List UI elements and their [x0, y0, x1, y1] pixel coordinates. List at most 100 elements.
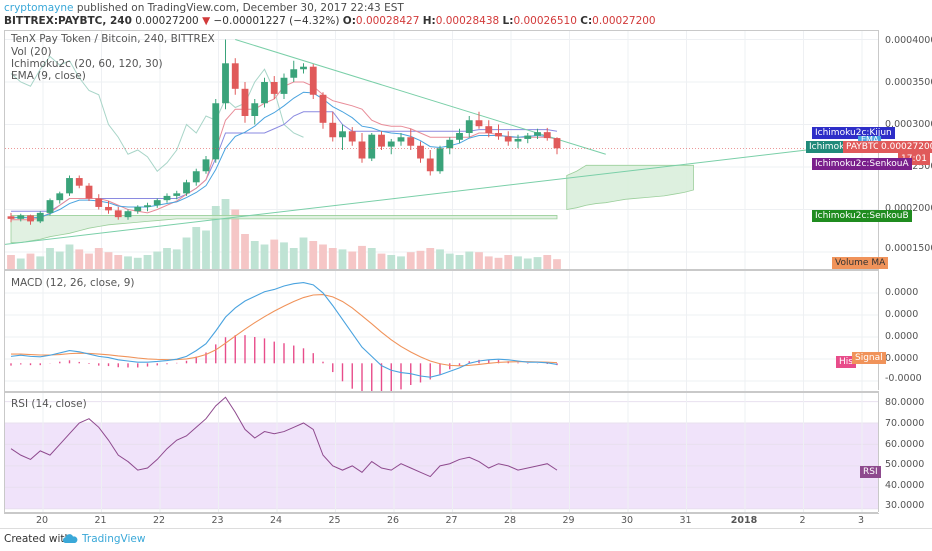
time-axis-tick: 31 — [679, 515, 692, 526]
candle-body — [183, 182, 190, 194]
volume-bar — [553, 259, 561, 269]
time-axis-tick: 3 — [857, 515, 865, 526]
macd-chart-svg[interactable] — [5, 271, 879, 391]
price-y-tick: 0.00015000 — [885, 243, 932, 254]
ichimoku-cloud — [10, 215, 558, 244]
volume-bar — [16, 258, 25, 269]
candle-body — [495, 133, 502, 137]
candle-body — [329, 122, 337, 138]
price-chart-svg[interactable] — [5, 31, 879, 269]
candle-body — [368, 134, 376, 159]
volume-bar — [397, 256, 405, 269]
volume-bar — [133, 257, 142, 269]
candle-body — [534, 132, 541, 136]
ema-tag: EMA — [858, 136, 882, 144]
volume-bar — [328, 248, 337, 269]
volume-bar — [182, 237, 191, 269]
volume-bar — [202, 230, 210, 269]
candle-body — [202, 159, 210, 172]
time-axis-tick: 20 — [35, 515, 49, 526]
rsi-chart-svg[interactable] — [5, 393, 879, 513]
rsi-y-axis[interactable]: 80.0000 70.0000 60.0000 50.0000 40.0000 … — [878, 392, 932, 512]
volume-bar — [299, 237, 308, 269]
volume-bar — [36, 256, 45, 269]
candle-body — [407, 137, 415, 146]
rsi-pane-title[interactable]: RSI (14, close) — [11, 398, 87, 410]
candle-body — [144, 205, 151, 207]
tradingview-brand[interactable]: TradingView — [82, 533, 146, 545]
volume-bar — [533, 257, 542, 269]
volume-bar — [280, 242, 288, 269]
rsi-y-tick: 30.0000 — [885, 500, 925, 511]
publisher-name[interactable]: cryptomayne — [4, 2, 74, 14]
volume-bar — [65, 244, 74, 269]
indicator-ichimoku[interactable]: Ichimoku2c (20, 60, 120, 30) — [11, 58, 163, 70]
candle-body — [426, 158, 434, 172]
indicator-ema[interactable]: EMA (9, close) — [11, 70, 86, 82]
candle-body — [241, 88, 249, 116]
candle-body — [261, 82, 268, 104]
time-axis-tick: 26 — [386, 515, 400, 526]
candle-body — [378, 134, 385, 147]
chart-header: cryptomayne published on TradingView.com… — [0, 0, 932, 30]
time-axis-tick: 30 — [620, 515, 634, 526]
volume-bar — [455, 255, 464, 269]
time-axis-tick: 27 — [445, 515, 458, 526]
publish-line: cryptomayne published on TradingView.com… — [4, 1, 404, 15]
price-pane[interactable]: TenX Pay Token / Bitcoin, 240, BITTREX V… — [4, 30, 879, 270]
volume-bar — [358, 245, 366, 269]
volume-ma-tag: Volume MA — [832, 257, 889, 269]
volume-bar — [348, 251, 357, 269]
candle-body — [524, 135, 532, 139]
volume-bar — [484, 256, 493, 269]
volume-bar — [504, 255, 513, 269]
candle-body — [153, 200, 161, 206]
macd-y-tick: -0.0000 — [885, 373, 922, 384]
candle-body — [173, 193, 181, 196]
volume-bar — [231, 209, 240, 269]
volume-bar — [114, 255, 123, 269]
indicator-vol[interactable]: Vol (20) — [11, 46, 52, 58]
low-value: 0.00026510 — [513, 15, 577, 27]
time-axis[interactable]: 20 21 22 23 24 25 26 27 28 29 30 31 2018 2 3 — [4, 512, 878, 529]
rsi-y-tick: 80.0000 — [885, 397, 925, 408]
macd-y-tick: 0.0000 — [885, 331, 919, 342]
volume-bar — [338, 249, 347, 269]
high-value: 0.00028438 — [435, 15, 500, 27]
volume-bar — [377, 253, 386, 269]
time-axis-tick: 24 — [269, 515, 283, 526]
volume-bar — [250, 241, 259, 269]
last-price: 0.00027200 — [135, 15, 199, 27]
published-text: published on TradingView.com, December 3… — [76, 2, 404, 14]
time-axis-tick: 21 — [94, 515, 107, 526]
candle-body — [95, 198, 103, 207]
candle-body — [417, 145, 424, 159]
rsi-y-tick: 50.0000 — [885, 459, 925, 470]
candle-body — [222, 63, 229, 104]
open-value: 0.00028427 — [355, 15, 420, 27]
candle-body — [319, 94, 327, 123]
candle-body — [75, 178, 83, 186]
macd-pane-title[interactable]: MACD (12, 26, close, 9) — [11, 277, 135, 289]
candle-body — [290, 69, 298, 78]
last-price-tag: 0.00027200 — [878, 141, 932, 153]
candle-body — [66, 178, 73, 194]
candle-body — [134, 206, 142, 212]
ohlc-line: BITTREX:PAYBTC, 240 0.00027200 ▼ −0.0000… — [4, 14, 656, 28]
volume-bar — [143, 255, 152, 269]
ichimoku-lagging-line — [10, 55, 304, 172]
candle-body — [387, 141, 395, 147]
volume-bar — [543, 255, 552, 269]
macd-y-tick: 0.0000 — [885, 309, 919, 320]
price-y-tick: 0.00035000 — [885, 77, 932, 88]
senkou-b-tag: Ichimoku2c:SenkouB — [812, 210, 912, 222]
macd-y-axis[interactable]: 0.0000 0.0000 0.0000 0.0000 -0.0000 — [878, 270, 932, 390]
volume-bar — [26, 253, 35, 269]
macd-pane[interactable]: MACD (12, 26, close, 9) — [4, 270, 879, 392]
volume-bar — [270, 239, 279, 269]
macd-signal-line — [11, 293, 558, 367]
rsi-pane[interactable]: RSI (14, close) — [4, 392, 879, 514]
price-y-tick: 0.00020000 — [885, 203, 932, 214]
rsi-y-tick: 40.0000 — [885, 480, 925, 491]
senkou-a-tag: Ichimoku2c:SenkouA — [812, 158, 912, 170]
